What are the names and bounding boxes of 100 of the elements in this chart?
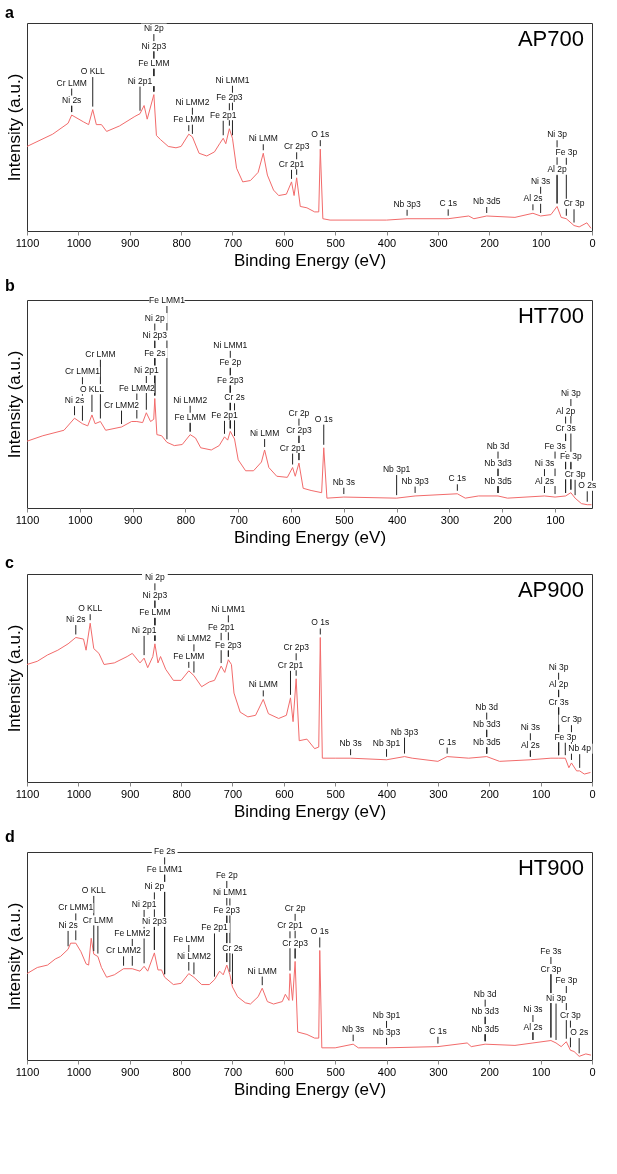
annotation: Nb 3d5 xyxy=(484,475,512,486)
text: AP700 xyxy=(517,26,584,51)
x-tick-label: 200 xyxy=(480,236,499,249)
annotation: Ni LMM xyxy=(248,133,278,144)
x-tick-label: 500 xyxy=(326,236,345,249)
annotation: Cr 3p xyxy=(563,198,585,209)
annotation: Fe 2p xyxy=(219,357,242,368)
x-tick-label: 300 xyxy=(429,787,448,800)
x-tick-label: 0 xyxy=(589,236,596,249)
annotation: O 1s xyxy=(314,413,333,424)
x-tick-label: 400 xyxy=(377,236,397,249)
annotation: Fe LMM xyxy=(138,58,170,69)
y-axis-title: Intensity (a.u.) xyxy=(4,624,24,733)
annotation: Cr 3p xyxy=(564,468,586,479)
annotation: Fe LMM2 xyxy=(118,382,156,393)
annotation: Nb 3p3 xyxy=(401,475,430,486)
annotation: Fe 2p3 xyxy=(217,374,244,385)
x-tick-label: 400 xyxy=(377,1065,397,1078)
annotation: Ni LMM1 xyxy=(215,74,250,85)
annotation: Cr 3s xyxy=(555,423,576,434)
x-tick-label: 500 xyxy=(335,513,354,526)
annotation: Cr 2p1 xyxy=(277,920,304,931)
annotation: Al 2s xyxy=(535,475,554,486)
annotation: Ni LMM xyxy=(248,679,278,690)
x-tick-label: 900 xyxy=(121,236,140,249)
annotation: Fe 3p xyxy=(555,975,578,986)
x-tick-label: 900 xyxy=(123,513,143,526)
annotation: Ni 2p3 xyxy=(142,589,168,600)
annotation: O KLL xyxy=(81,884,107,895)
annotation: Cr LMM1 xyxy=(58,902,94,913)
annotation: O 1s xyxy=(311,129,330,140)
annotation: Cr 3p xyxy=(561,714,583,725)
annotation: Ni 3s xyxy=(523,1004,543,1015)
text: HT700 xyxy=(517,303,584,328)
annotation: Nb 3d xyxy=(473,988,497,999)
annotation: Cr 2p3 xyxy=(282,937,309,948)
chart-title: a xyxy=(5,4,14,21)
x-tick-label: 1100 xyxy=(15,787,40,800)
annotation: Cr 3p xyxy=(560,1009,582,1020)
annotation: Al 2p xyxy=(547,164,568,175)
x-tick-label: 1000 xyxy=(66,236,92,249)
annotation: Nb 3p1 xyxy=(372,1009,401,1020)
annotation: Nb 3d3 xyxy=(472,719,501,730)
annotation: Al 2s xyxy=(523,193,543,204)
x-tick-label: 400 xyxy=(387,513,407,526)
annotation: Ni 2p3 xyxy=(142,330,168,341)
x-tick-label: 300 xyxy=(440,513,460,526)
annotation: Nb 3p1 xyxy=(382,464,411,475)
annotation: O KLL xyxy=(78,603,103,614)
annotation: C 1s xyxy=(438,736,456,747)
annotation: Ni LMM xyxy=(249,428,280,439)
x-tick-label: 1000 xyxy=(68,513,93,526)
annotation: Nb 3d3 xyxy=(484,458,512,469)
annotation: Cr 2s xyxy=(222,942,243,953)
annotation: Cr 2p3 xyxy=(283,141,310,152)
annotation: Ni 2p xyxy=(144,312,165,323)
annotation: Cr LMM xyxy=(82,914,113,925)
annotation: O KLL xyxy=(79,383,105,394)
annotation: O 1s xyxy=(311,617,330,628)
annotation: Ni 2s xyxy=(66,614,86,625)
annotation: Cr 2p xyxy=(288,407,310,418)
text: AP900 xyxy=(517,577,584,602)
annotation: Fe LMM xyxy=(139,607,171,618)
annotation: Cr LMM2 xyxy=(104,399,140,410)
annotation: Fe 3p xyxy=(560,451,583,462)
annotation: Cr LMM1 xyxy=(64,366,101,377)
annotation: Ni LMM1 xyxy=(211,604,246,615)
annotation: Fe 2p1 xyxy=(211,409,238,420)
annotation: Fe LMM xyxy=(173,933,205,944)
x-tick-label: 500 xyxy=(326,787,345,800)
annotation: Ni 2p1 xyxy=(134,365,159,376)
annotation: Fe 2s xyxy=(144,347,166,358)
annotation: Ni 2s xyxy=(58,919,78,930)
annotation: Fe LMM2 xyxy=(114,927,151,938)
annotation: Ni 3s xyxy=(534,458,555,469)
x-axis-title: Binding Energy (eV) xyxy=(233,801,387,821)
annotation: Ni LMM1 xyxy=(213,339,248,350)
annotation: Ni 2p1 xyxy=(127,75,153,86)
annotation: Nb 3p3 xyxy=(393,198,422,209)
x-tick-label: 100 xyxy=(546,513,565,526)
annotation: Cr 2s xyxy=(224,392,245,403)
x-tick-label: 700 xyxy=(223,1065,243,1078)
x-tick-label: 500 xyxy=(326,1065,345,1078)
annotation: Ni 3p xyxy=(546,992,567,1003)
x-tick-label: 200 xyxy=(480,787,499,800)
annotation: Al 2p xyxy=(555,405,576,416)
annotation: Nb 3d5 xyxy=(471,1023,500,1034)
annotation: Ni 2p1 xyxy=(131,624,157,635)
annotation: O 2s xyxy=(570,1027,589,1038)
annotation: Fe 2p xyxy=(215,869,238,880)
annotation: Cr LMM xyxy=(56,77,87,88)
annotation: Nb 3s xyxy=(339,738,362,749)
annotation: Ni 2s xyxy=(62,95,82,106)
x-tick-label: 200 xyxy=(493,513,512,526)
annotation: Ni LMM2 xyxy=(176,633,212,644)
x-tick-label: 600 xyxy=(275,1065,294,1078)
annotation: O KLL xyxy=(80,66,106,77)
annotation: O 2s xyxy=(578,480,597,491)
annotation: Nb 3p3 xyxy=(390,726,419,737)
annotation: Fe 2p1 xyxy=(209,109,237,120)
